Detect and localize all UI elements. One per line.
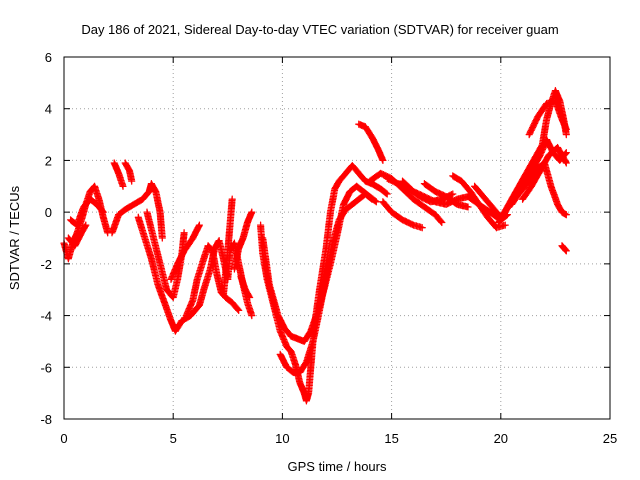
- series-arc-24: [449, 172, 509, 232]
- y-tick-label: 0: [45, 205, 52, 220]
- series-arc-13: [237, 273, 254, 302]
- grid: [64, 57, 610, 419]
- series-layer: [60, 86, 570, 405]
- plot-frame: [63, 56, 611, 420]
- series-arc-5: [121, 159, 136, 185]
- x-tick-label: 15: [384, 431, 398, 446]
- axis-ticks: [63, 56, 611, 420]
- y-tick-label: -8: [40, 412, 52, 427]
- series-arc-31: [558, 242, 570, 255]
- x-tick-label: 5: [170, 431, 177, 446]
- series-arc-2: [66, 195, 107, 229]
- y-tick-label: 4: [45, 102, 52, 117]
- series-arc-3: [64, 221, 90, 250]
- series-arc-25: [470, 182, 505, 221]
- x-tick-label: 10: [275, 431, 289, 446]
- y-tick-label: 6: [45, 50, 52, 65]
- series-arc-17: [309, 161, 391, 340]
- y-tick-label: 2: [45, 153, 52, 168]
- y-axis-label: SDTVAR / TECUs: [7, 185, 22, 290]
- series-arc-18: [355, 120, 387, 165]
- x-tick-label: 0: [60, 431, 67, 446]
- x-axis-label: GPS time / hours: [288, 459, 387, 474]
- x-tick-label: 20: [494, 431, 508, 446]
- series-arc-12: [230, 208, 256, 273]
- chart-title: Day 186 of 2021, Sidereal Day-to-day VTE…: [81, 22, 558, 37]
- series-arc-4: [110, 159, 127, 190]
- series-arc-9: [167, 221, 204, 284]
- y-tick-label: -6: [40, 360, 52, 375]
- series-arc-10: [182, 242, 243, 320]
- tick-labels: 0 5 10 15 20 25 -8 -6 -4 -2 0 2 4 6: [40, 50, 617, 446]
- y-tick-label: -4: [40, 309, 52, 324]
- series-arc-20: [379, 198, 426, 232]
- x-tick-label: 25: [603, 431, 617, 446]
- series-arc-16: [276, 190, 376, 377]
- series-arc-11: [219, 195, 236, 299]
- series-arc-30: [525, 97, 570, 139]
- series-arc-6: [108, 180, 166, 242]
- series-arc-29: [518, 143, 570, 203]
- y-tick-label: -2: [40, 257, 52, 272]
- series-arc-23: [420, 180, 472, 211]
